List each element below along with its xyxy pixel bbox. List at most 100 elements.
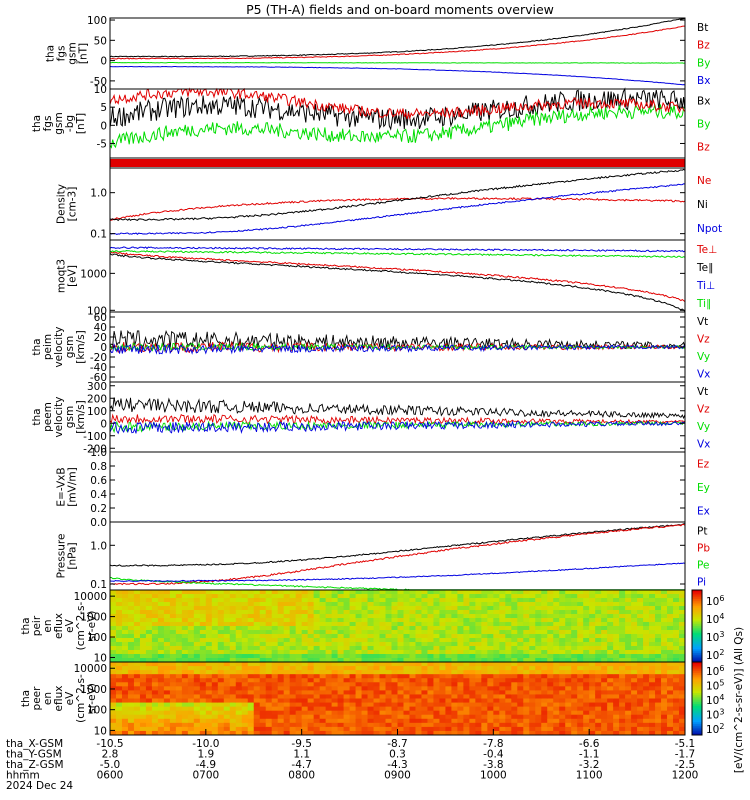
heatmap-cell — [565, 722, 572, 728]
heatmap-cell — [133, 626, 141, 631]
heatmap-cell — [313, 686, 321, 691]
heatmap-cell — [613, 630, 620, 635]
heatmap-cell — [205, 658, 213, 663]
heatmap-cell — [643, 622, 650, 627]
heatmap-cell — [121, 706, 129, 712]
heatmap-cell — [577, 630, 584, 635]
heatmap-cell — [325, 698, 333, 704]
heatmap-cell — [217, 598, 225, 603]
heatmap-cell — [595, 666, 602, 671]
heatmap-cell — [187, 658, 195, 663]
heatmap-cell — [403, 662, 410, 667]
heatmap-cell — [265, 674, 273, 679]
heatmap-cell — [187, 666, 195, 671]
heatmap-cell — [361, 638, 369, 643]
x-tick-label-1-0: 2.8 — [102, 749, 119, 761]
heatmap-cell — [301, 722, 309, 728]
heatmap-cell — [475, 590, 482, 595]
heatmap-cell — [667, 714, 674, 720]
heatmap-cell — [145, 714, 153, 720]
heatmap-cell — [493, 590, 500, 595]
heatmap-cell — [445, 682, 452, 687]
heatmap-cell — [283, 646, 291, 651]
heatmap-cell — [475, 690, 482, 695]
heatmap-cell — [571, 674, 578, 679]
heatmap-cell — [649, 598, 656, 603]
heatmap-cell — [679, 630, 686, 635]
heatmap-cell — [379, 614, 387, 619]
heatmap-cell — [613, 658, 620, 663]
heatmap-cell — [421, 666, 428, 671]
heatmap-cell — [391, 606, 398, 611]
heatmap-cell — [361, 662, 369, 667]
heatmap-cell — [577, 634, 584, 639]
heatmap-cell — [481, 606, 488, 611]
heatmap-cell — [241, 690, 249, 695]
heatmap-cell — [577, 662, 584, 667]
heatmap-cell — [301, 614, 309, 619]
heatmap-cell — [535, 594, 542, 599]
heatmap-cell — [163, 622, 171, 627]
heatmap-cell — [277, 638, 285, 643]
heatmap-cell — [577, 706, 584, 712]
heatmap-cell — [499, 650, 506, 655]
heatmap-cell — [331, 602, 339, 607]
heatmap-cell — [649, 706, 656, 712]
heatmap-cell — [403, 682, 410, 687]
heatmap-cell — [187, 594, 195, 599]
heatmap-cell — [253, 714, 261, 720]
heatmap-cell — [541, 690, 548, 695]
heatmap-cell — [373, 590, 381, 595]
heatmap-cell — [505, 614, 512, 619]
heatmap-cell — [649, 614, 656, 619]
heatmap-cell — [151, 594, 159, 599]
status-bar-panel — [109, 157, 686, 169]
heatmap-cell — [169, 718, 177, 724]
heatmap-cell — [565, 646, 572, 651]
heatmap-cell — [241, 670, 249, 675]
y-tick-label-9-3: 10 — [94, 725, 107, 737]
heatmap-cell — [619, 590, 626, 595]
heatmap-cell — [553, 686, 560, 691]
heatmap-cell — [667, 682, 674, 687]
heatmap-cell — [649, 714, 656, 720]
heatmap-cell — [115, 606, 123, 611]
heatmap-cell — [511, 706, 518, 712]
heatmap-cell — [385, 674, 393, 679]
heatmap-cell — [373, 718, 381, 724]
heatmap-cell — [337, 666, 345, 671]
heatmap-cell — [511, 638, 518, 643]
heatmap-cell — [661, 618, 668, 623]
heatmap-cell — [265, 690, 273, 695]
heatmap-cell — [289, 694, 297, 699]
heatmap-cell — [241, 710, 249, 716]
heatmap-cell — [247, 702, 255, 708]
heatmap-cell — [235, 598, 243, 603]
heatmap-cell — [571, 618, 578, 623]
heatmap-cell — [619, 626, 626, 631]
heatmap-cell — [607, 666, 614, 671]
heatmap-cell — [631, 682, 638, 687]
heatmap-cell — [487, 622, 494, 627]
heatmap-cell — [361, 698, 369, 704]
heatmap-cell — [487, 722, 494, 728]
heatmap-cell — [127, 702, 135, 708]
heatmap-cell — [655, 650, 662, 655]
heatmap-cell — [463, 706, 470, 712]
heatmap-cell — [145, 706, 153, 712]
heatmap-cell — [619, 662, 626, 667]
heatmap-cell — [115, 638, 123, 643]
heatmap-cell — [547, 626, 554, 631]
heatmap-cell — [601, 690, 608, 695]
heatmap-cell — [205, 650, 213, 655]
heatmap-cell — [493, 610, 500, 615]
heatmap-cell — [145, 726, 153, 732]
y-axis-label-2-0: Density — [56, 184, 68, 224]
y-tick-label-0-1: 50 — [94, 35, 107, 47]
y-axis-label-4-3: gsm — [64, 336, 76, 358]
heatmap-cell — [223, 590, 231, 595]
heatmap-cell — [601, 634, 608, 639]
heatmap-cell — [217, 702, 225, 708]
heatmap-cell — [265, 602, 273, 607]
heatmap-cell — [313, 654, 321, 659]
